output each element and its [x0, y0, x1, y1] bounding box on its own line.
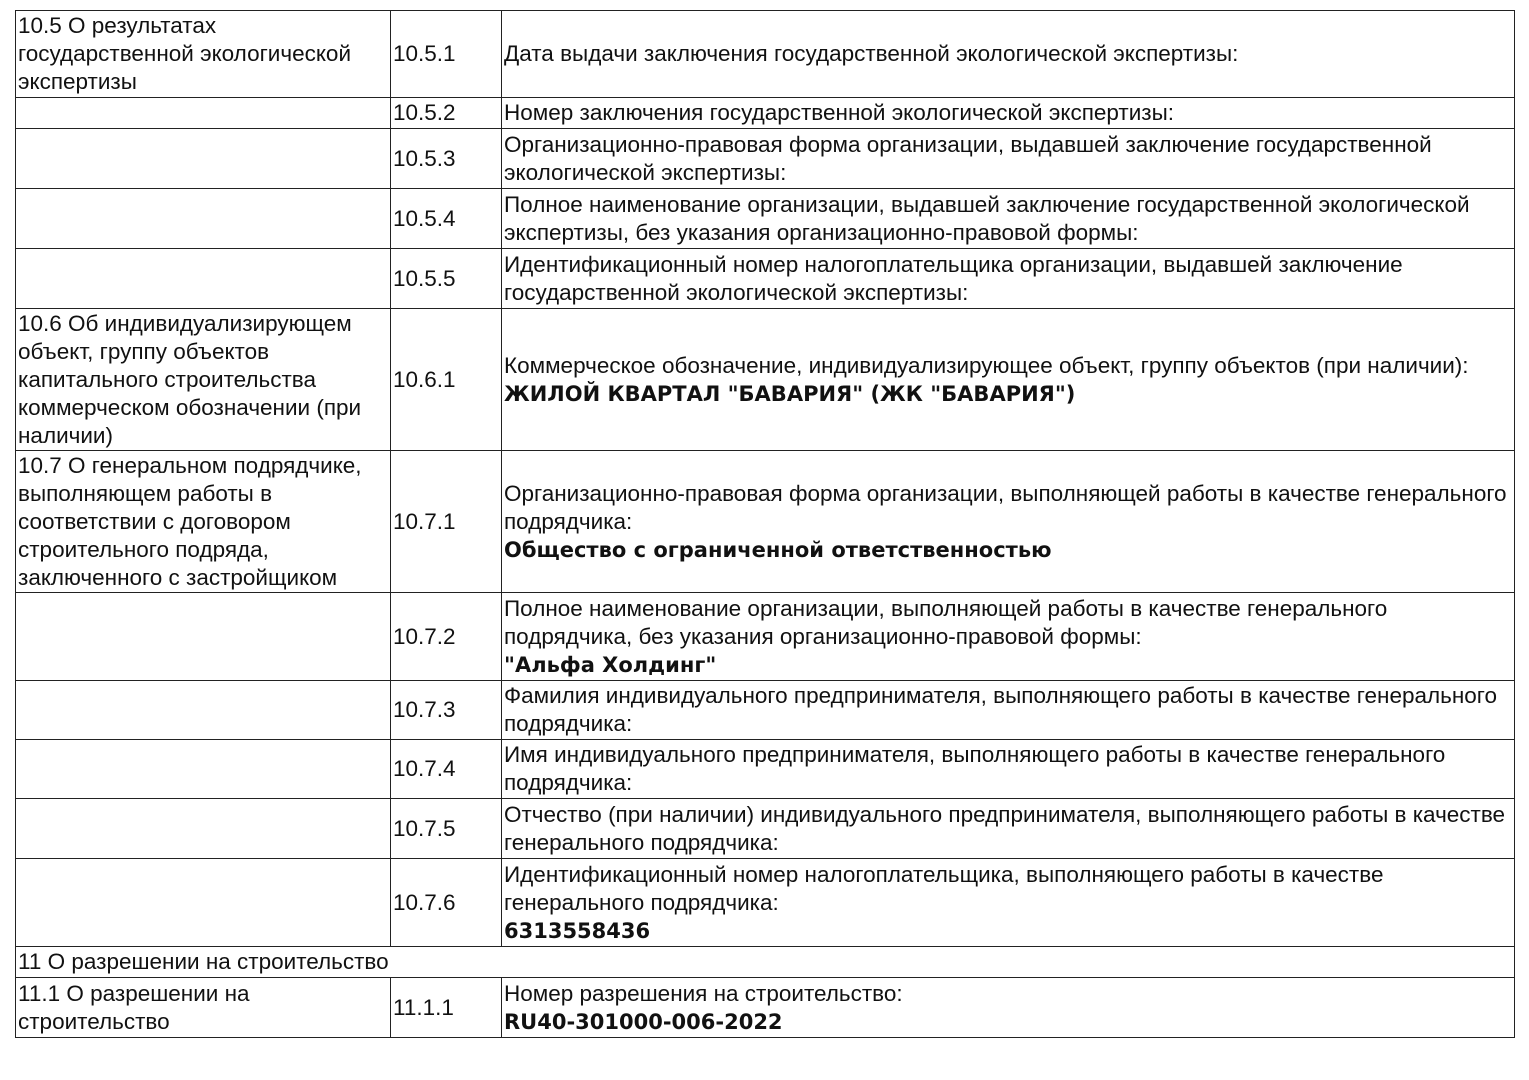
content-cell: Полное наименование организации, выдавше…: [501, 188, 1515, 249]
code-cell: 10.7.4: [390, 739, 502, 799]
field-label: Полное наименование организации, выдавше…: [504, 191, 1470, 245]
section-cell: [15, 248, 391, 309]
table-row: 10.7.5 Отчество (при наличии) индивидуал…: [15, 798, 1515, 859]
field-label: Фамилия индивидуального предпринимателя,…: [504, 683, 1498, 736]
field-label: Номер заключения государственной экологи…: [504, 100, 1175, 125]
section-cell: [15, 592, 391, 681]
table-row: 10.5.5 Идентификационный номер налогопла…: [15, 248, 1515, 309]
section-cell: [15, 188, 391, 249]
table-row: 10.7.3 Фамилия индивидуального предприни…: [15, 680, 1515, 740]
section-cell: [15, 97, 391, 129]
table-row: 10.6 Об индивидуализирующем объект, груп…: [15, 308, 1515, 451]
field-label: Полное наименование организации, выполня…: [504, 595, 1388, 649]
field-label: Дата выдачи заключения государственной э…: [504, 41, 1239, 66]
content-cell: Идентификационный номер налогоплательщик…: [501, 248, 1515, 309]
code-cell: 10.7.1: [390, 450, 502, 593]
table-row: 10.5 О результатах государственной эколо…: [15, 10, 1515, 98]
section-cell: [15, 680, 391, 740]
code-cell: 10.6.1: [390, 308, 502, 451]
table-row: 10.7 О генеральном подрядчике, выполняющ…: [15, 450, 1515, 593]
code-cell: 11.1.1: [390, 977, 502, 1038]
field-label: Отчество (при наличии) индивидуального п…: [504, 801, 1506, 855]
field-label: Организационно-правовая форма организаци…: [504, 131, 1432, 185]
table-row: 10.7.6 Идентификационный номер налогопла…: [15, 858, 1515, 947]
table-row: 10.5.2 Номер заключения государственной …: [15, 97, 1515, 129]
table-row: 10.5.4 Полное наименование организации, …: [15, 188, 1515, 249]
code-cell: 10.7.5: [390, 798, 502, 859]
content-cell: Имя индивидуального предпринимателя, вып…: [501, 739, 1515, 799]
table-row: 11.1 О разрешении на строительство 11.1.…: [15, 977, 1515, 1038]
field-label: Организационно-правовая форма организаци…: [504, 480, 1507, 534]
field-label: Номер разрешения на строительство:: [504, 980, 903, 1006]
content-cell: Дата выдачи заключения государственной э…: [501, 10, 1515, 98]
field-label: Имя индивидуального предпринимателя, вып…: [504, 742, 1446, 795]
section-cell: [15, 128, 391, 189]
content-cell: Номер заключения государственной экологи…: [501, 97, 1515, 129]
section-cell: 10.7 О генеральном подрядчике, выполняющ…: [15, 450, 391, 593]
field-value: 6313558436: [504, 918, 651, 943]
code-cell: 10.5.1: [390, 10, 502, 98]
field-value: RU40-301000-006-2022: [504, 1009, 783, 1034]
section-cell: 11.1 О разрешении на строительство: [15, 977, 391, 1038]
section-cell: 10.6 Об индивидуализирующем объект, груп…: [15, 308, 391, 451]
content-cell: Коммерческое обозначение, индивидуализир…: [501, 308, 1515, 451]
content-cell: Идентификационный номер налогоплательщик…: [501, 858, 1515, 947]
field-value: Общество с ограниченной ответственностью: [504, 537, 1052, 562]
content-cell: Организационно-правовая форма организаци…: [501, 450, 1515, 593]
field-label: Идентификационный номер налогоплательщик…: [504, 251, 1403, 305]
field-label: Коммерческое обозначение, индивидуализир…: [504, 352, 1469, 378]
code-cell: 10.7.6: [390, 858, 502, 947]
content-cell: Номер разрешения на строительство: RU40-3…: [501, 977, 1515, 1038]
content-cell: Полное наименование организации, выполня…: [501, 592, 1515, 681]
content-cell: Фамилия индивидуального предпринимателя,…: [501, 680, 1515, 740]
content-cell: Организационно-правовая форма организаци…: [501, 128, 1515, 189]
section-cell: [15, 858, 391, 947]
section-heading-row: 11 О разрешении на строительство: [15, 946, 1515, 978]
field-label: Идентификационный номер налогоплательщик…: [504, 861, 1384, 915]
code-cell: 10.5.5: [390, 248, 502, 309]
content-cell: Отчество (при наличии) индивидуального п…: [501, 798, 1515, 859]
table-row: 10.7.4 Имя индивидуального предпринимате…: [15, 739, 1515, 799]
code-cell: 10.5.4: [390, 188, 502, 249]
code-cell: 10.5.3: [390, 128, 502, 189]
code-cell: 10.7.3: [390, 680, 502, 740]
section-heading: 11 О разрешении на строительство: [15, 946, 1515, 978]
section-cell: [15, 739, 391, 799]
field-value: "Альфа Холдинг": [504, 652, 717, 677]
code-cell: 10.7.2: [390, 592, 502, 681]
document-table: 10.5 О результатах государственной эколо…: [15, 10, 1515, 1038]
table-row: 10.5.3 Организационно-правовая форма орг…: [15, 128, 1515, 189]
code-cell: 10.5.2: [390, 97, 502, 129]
section-cell: [15, 798, 391, 859]
field-value: ЖИЛОЙ КВАРТАЛ "БАВАРИЯ" (ЖК "БАВАРИЯ"): [504, 381, 1076, 406]
table-row: 10.7.2 Полное наименование организации, …: [15, 592, 1515, 681]
section-cell: 10.5 О результатах государственной эколо…: [15, 10, 391, 98]
